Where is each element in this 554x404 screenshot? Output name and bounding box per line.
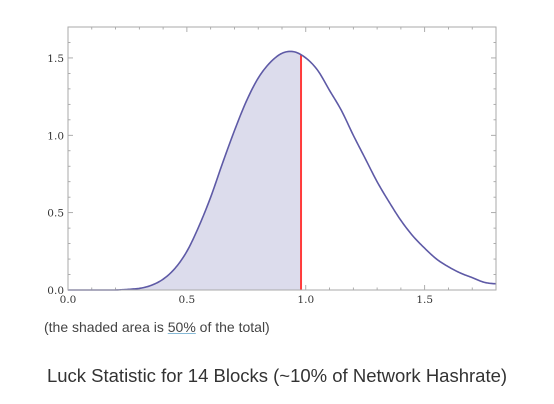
chart-caption: Luck Statistic for 14 Blocks (~10% of Ne…: [46, 365, 508, 386]
y-tick-label: 0.0: [47, 285, 64, 297]
x-tick-label: 0.5: [179, 294, 196, 306]
luck-distribution-chart: 0.0 0.5 1.0 1.5 0.0 0.5 1.0 1.5: [47, 26, 497, 306]
note-prefix: (the shaded area is: [44, 319, 168, 335]
y-axis-labels: 0.0 0.5 1.0 1.5: [47, 53, 64, 297]
plot-frame: [67, 26, 497, 291]
shaded-area-note: (the shaded area is 50% of the total): [44, 319, 270, 335]
y-tick-label: 1.5: [47, 53, 64, 65]
x-axis-labels: 0.0 0.5 1.0 1.5: [60, 294, 433, 306]
note-suffix: of the total): [195, 319, 270, 335]
y-tick-label: 1.0: [47, 130, 64, 142]
density-curve: [68, 50, 497, 291]
x-tick-label: 0.0: [60, 294, 77, 306]
note-percent: 50%: [167, 319, 196, 335]
x-tick-label: 1.0: [297, 294, 314, 306]
y-tick-label: 0.5: [47, 208, 64, 220]
x-tick-label: 1.5: [416, 294, 433, 306]
